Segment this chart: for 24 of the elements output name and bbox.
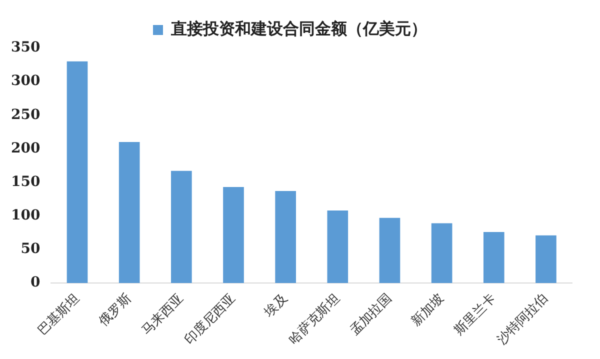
- x-tick-label: 埃及: [261, 291, 291, 321]
- y-tick-label: 100: [10, 208, 40, 224]
- bar: [275, 191, 296, 284]
- bar: [118, 142, 140, 284]
- y-tick-label: 350: [10, 40, 40, 56]
- bar: [379, 218, 400, 284]
- bar: [431, 223, 452, 284]
- y-tick-label: 200: [10, 140, 40, 156]
- bar: [171, 170, 192, 284]
- y-tick-label: 50: [20, 241, 40, 258]
- y-tick-label: 150: [10, 174, 40, 190]
- x-tick-label: 俄罗斯: [96, 291, 135, 330]
- y-tick-label: 0: [30, 274, 40, 291]
- bar: [536, 235, 556, 284]
- x-tick-label: 新加坡: [408, 291, 448, 330]
- bar: [66, 61, 88, 284]
- x-tick-label: 巴基斯坦: [35, 291, 82, 339]
- y-tick-label: 250: [10, 106, 40, 123]
- x-tick-label: 孟加拉国: [348, 291, 395, 339]
- bar: [223, 186, 244, 284]
- y-tick-label: 300: [10, 73, 40, 90]
- bar: [327, 210, 348, 284]
- legend-label: 直接投资和建设合同金额（亿美元）: [170, 19, 427, 38]
- bar: [483, 232, 504, 284]
